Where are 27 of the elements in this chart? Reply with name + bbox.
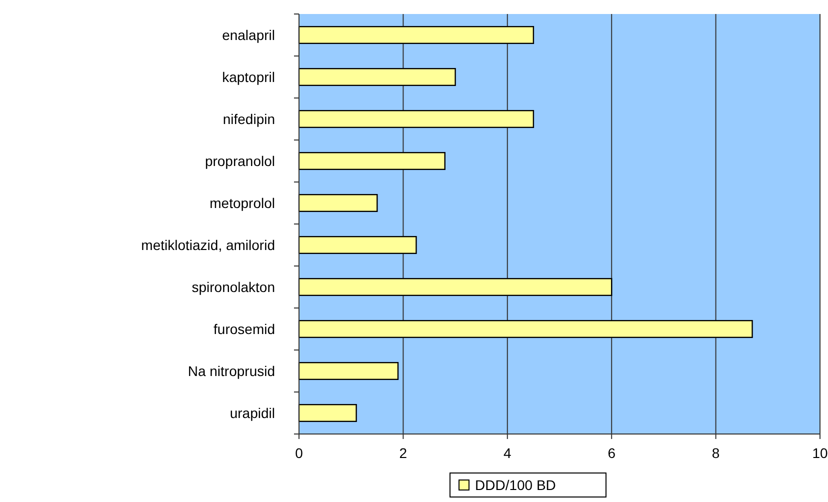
bar	[298, 152, 446, 170]
bar	[298, 278, 612, 296]
y-tick-label: furosemid	[214, 320, 275, 337]
bar	[298, 110, 534, 128]
bar	[298, 26, 534, 44]
y-tick-label: enalapril	[222, 26, 275, 43]
y-tick-label: Na nitroprusid	[188, 362, 275, 379]
bar	[298, 68, 456, 86]
y-tick-label: kaptopril	[222, 68, 275, 85]
y-tick-label: metoprolol	[210, 194, 275, 211]
x-tick-label: 0	[295, 445, 304, 461]
y-tick-label: urapidil	[230, 404, 275, 421]
bar	[298, 194, 378, 212]
x-tick-label: 6	[608, 445, 616, 461]
y-tick-label: nifedipin	[222, 110, 275, 127]
x-tick-label: 2	[399, 445, 408, 461]
bar	[298, 236, 417, 254]
legend-label: DDD/100 BD	[475, 476, 556, 493]
x-tick-label: 10	[812, 445, 828, 461]
y-tick-label: metiklotiazid, amilorid	[141, 236, 275, 253]
bar	[298, 320, 753, 338]
bar	[298, 404, 357, 422]
x-tick-label: 4	[504, 445, 512, 461]
x-tick-label: 8	[712, 445, 720, 461]
bar	[298, 362, 399, 380]
y-tick-label: propranolol	[204, 152, 275, 169]
y-tick-label: spironolakton	[192, 278, 275, 295]
